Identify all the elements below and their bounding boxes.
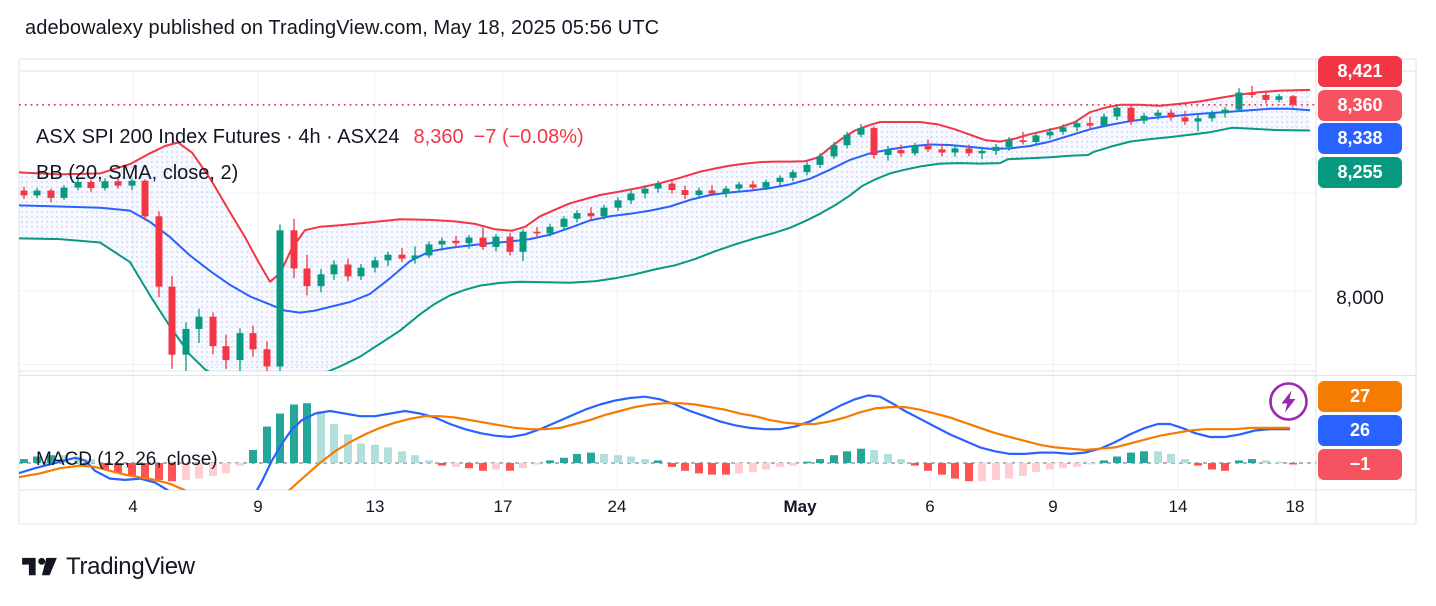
last-price-badge: 8,360 <box>1318 89 1402 121</box>
chart-canvas[interactable] <box>0 53 1436 526</box>
bb-upper-line <box>19 88 1311 283</box>
footer-brand[interactable]: TradingView <box>22 553 195 581</box>
bb-band-fill <box>19 89 1310 371</box>
time-scale-label-9[interactable]: 9 <box>253 497 263 516</box>
symbol-title[interactable]: ASX SPI 200 Index Futures · 4h · ASX24 <box>36 126 400 148</box>
symbol-last-price: 8,360 <box>413 126 464 148</box>
price-pane[interactable] <box>16 85 1311 385</box>
time-scale-label-13[interactable]: 13 <box>365 497 385 516</box>
bb-upper-price-badge: 8,421 <box>1318 56 1402 87</box>
attribution-text: adebowalexy published on TradingView.com… <box>25 17 660 39</box>
bb-indicator-legend[interactable]: BB (20, SMA, close, 2) <box>36 162 239 184</box>
macd-signal-badge: 27 <box>1318 381 1402 412</box>
tradingview-logo-icon <box>22 557 57 575</box>
macd-hist-badge: −1 <box>1318 449 1402 480</box>
chart-region[interactable]: ASX SPI 200 Index Futures · 4h · ASX24 8,… <box>0 53 1436 526</box>
time-scale-label-9[interactable]: 9 <box>1048 497 1058 516</box>
time-scale-label-14[interactable]: 14 <box>1168 497 1188 516</box>
time-scale-label-4[interactable]: 4 <box>128 497 138 516</box>
bb-basis-price-badge: 8,338 <box>1318 123 1402 154</box>
macd-pane[interactable] <box>18 394 1316 526</box>
macd-indicator-legend[interactable]: MACD (12, 26, close) <box>36 449 218 470</box>
macd-line-badge: 26 <box>1318 415 1402 446</box>
symbol-change: −7 (−0.08%) <box>473 126 584 148</box>
boost-lightning-icon[interactable] <box>1268 381 1309 422</box>
time-scale-label-24[interactable]: 24 <box>607 497 627 516</box>
symbol-legend[interactable]: ASX SPI 200 Index Futures · 4h · ASX24 8,… <box>36 126 584 149</box>
time-scale-label-17[interactable]: 17 <box>493 497 513 516</box>
time-scale-label-6[interactable]: 6 <box>925 497 935 516</box>
chart-frame <box>18 58 1417 525</box>
candles-layer <box>20 85 1297 371</box>
macd-line <box>19 394 1290 490</box>
price-scale-label-8,000[interactable]: 8,000 <box>1336 288 1384 309</box>
time-scale-label-18[interactable]: 18 <box>1285 497 1305 516</box>
bb-lower-line <box>19 126 1311 371</box>
time-scale-label-May[interactable]: May <box>783 497 817 516</box>
macd-signal-line <box>19 402 1290 490</box>
tradingview-brand-text: TradingView <box>66 553 195 580</box>
bb-lower-price-badge: 8,255 <box>1318 156 1402 188</box>
macd-histogram <box>20 403 1297 482</box>
